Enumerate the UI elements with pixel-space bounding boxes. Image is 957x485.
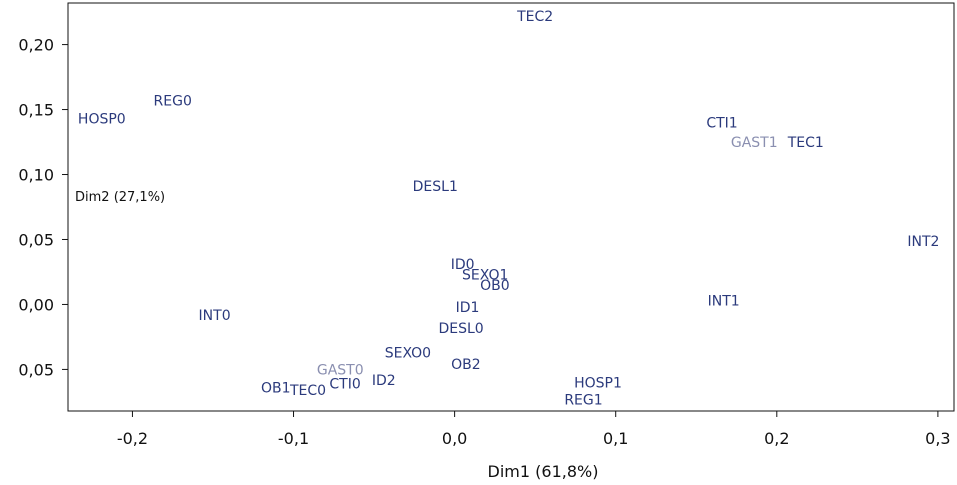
- point-label: HOSP1: [574, 375, 622, 391]
- point-label: GAST1: [731, 135, 778, 151]
- point-label: SEXO1: [462, 268, 508, 284]
- point-label: GAST0: [317, 362, 364, 378]
- point-label: DESL0: [438, 321, 483, 337]
- point-label: TEC0: [289, 383, 326, 399]
- plot-frame: [67, 2, 955, 412]
- x-tick-label: -0,2: [117, 429, 148, 448]
- point-label: CTI0: [329, 377, 360, 393]
- point-label: CTI1: [706, 116, 737, 132]
- point-label: REG0: [154, 93, 192, 109]
- y-tick-label: 0,15: [18, 101, 54, 120]
- point-label: HOSP0: [78, 112, 126, 128]
- point-label: OB0: [480, 278, 510, 294]
- point-label: INT1: [708, 294, 740, 310]
- x-axis-ticks: -0,2 -0,1 0,0 0,1 0,2 0,3: [117, 411, 951, 448]
- point-label: OB1: [261, 381, 291, 397]
- point-label: REG1: [564, 392, 602, 408]
- y-tick-label: 0,00: [18, 295, 54, 314]
- y-tick-label: 0,20: [18, 36, 54, 55]
- point-label: SEXO0: [385, 346, 431, 362]
- point-label: ID0: [451, 257, 475, 273]
- x-axis-title: Dim1 (61,8%): [488, 462, 599, 481]
- x-tick-label: -0,1: [278, 429, 309, 448]
- y-tick-label: 0,05: [18, 230, 54, 249]
- point-label: ID1: [456, 300, 480, 316]
- point-label: TEC2: [516, 9, 553, 25]
- y-axis-title: Dim2 (27,1%): [75, 190, 165, 205]
- point-label: ID2: [372, 373, 396, 389]
- point-label: DESL1: [413, 179, 458, 195]
- y-tick-label: 0,05: [18, 360, 54, 379]
- point-label: INT0: [199, 308, 231, 324]
- y-axis-ticks: 0,20 0,15 0,10 0,05 0,00 0,05: [18, 36, 68, 379]
- point-label: TEC1: [787, 135, 824, 151]
- y-tick-label: 0,10: [18, 166, 54, 185]
- x-tick-label: 0,2: [764, 429, 789, 448]
- x-tick-label: 0,3: [925, 429, 950, 448]
- point-label: OB2: [451, 357, 481, 373]
- point-label: INT2: [907, 234, 939, 250]
- x-tick-label: 0,1: [603, 429, 628, 448]
- x-tick-label: 0,0: [442, 429, 467, 448]
